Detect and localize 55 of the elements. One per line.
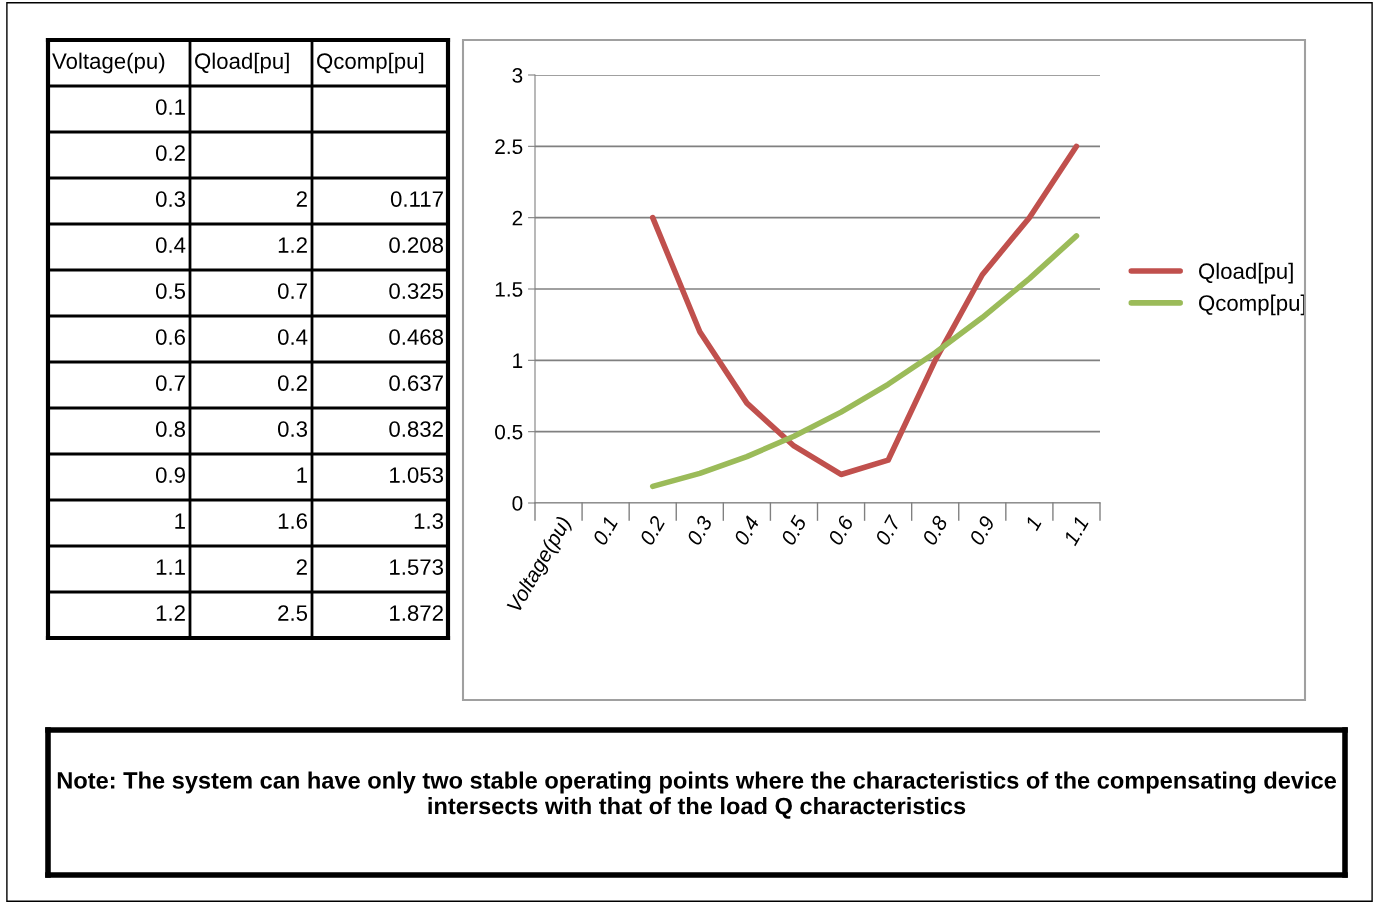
x-tick-label: 0.3	[686, 514, 713, 547]
y-tick-label: 2.5	[495, 139, 523, 155]
y-tick-label: 1.5	[495, 282, 523, 297]
x-tick-label: 1.1	[1062, 516, 1089, 547]
text: 0.325	[389, 283, 444, 299]
text: 1.1	[156, 559, 185, 575]
x-tick-label: 1	[1024, 516, 1042, 532]
text: 0.5	[155, 283, 186, 299]
x-tick-label: 0.6	[827, 514, 855, 547]
text: 0.9	[155, 467, 185, 483]
text: 0.832	[389, 421, 443, 437]
y-tick-label: 3	[512, 68, 523, 83]
text: 0.3	[155, 191, 186, 207]
text: 2	[296, 191, 307, 207]
text: 0.637	[389, 375, 443, 391]
y-tick-label: 0	[512, 496, 523, 511]
text: Voltage(pu)	[52, 52, 165, 74]
y-tick-label: 0.5	[495, 424, 523, 440]
text: 0.3	[277, 421, 308, 437]
x-tick-label: 0.8	[921, 514, 949, 547]
x-tick-label: 0.2	[639, 514, 666, 547]
text: 1.2	[278, 237, 307, 253]
text: 0.2	[277, 375, 307, 391]
legend-label: Qload[pu]	[1199, 262, 1293, 284]
text: 1.872	[390, 605, 443, 621]
text: Note: The system can have only two stable operating points where the characteristics of the compensating device intersects with that of the load Q characteristics	[57, 771, 1337, 819]
text: 1	[297, 467, 307, 483]
x-tick-label: 0.7	[874, 513, 902, 547]
text: 0.6	[155, 329, 186, 345]
legend-label: Qcomp[pu]	[1199, 294, 1306, 316]
text: 0.7	[277, 283, 307, 299]
x-tick-label: 0.4	[733, 515, 760, 547]
text: 2	[296, 559, 307, 575]
y-tick-label: 2	[512, 210, 523, 226]
x-tick-label: 0.1	[592, 515, 618, 547]
text: 0.1	[155, 99, 185, 115]
text: 0.4	[155, 237, 186, 253]
text: 0.208	[389, 237, 444, 253]
text: 1.053	[390, 467, 444, 483]
text: 2.5	[278, 605, 308, 621]
text: 0.4	[277, 329, 308, 345]
text: 0.2	[155, 145, 185, 161]
x-tick-label: 0.5	[780, 514, 808, 547]
text: 0.117	[390, 191, 443, 207]
text: 1.2	[156, 605, 185, 621]
y-tick-label: 1	[513, 353, 523, 368]
text: 1.6	[278, 513, 308, 529]
text: 0.7	[155, 375, 185, 391]
text: 0.8	[155, 421, 186, 437]
text: Qcomp[pu]	[317, 52, 424, 74]
text: 1.3	[414, 513, 444, 529]
text: 1.573	[390, 559, 444, 575]
text: 0.468	[389, 329, 444, 345]
text: Qload[pu]	[195, 52, 289, 74]
x-tick-label: 0.9	[968, 514, 996, 547]
